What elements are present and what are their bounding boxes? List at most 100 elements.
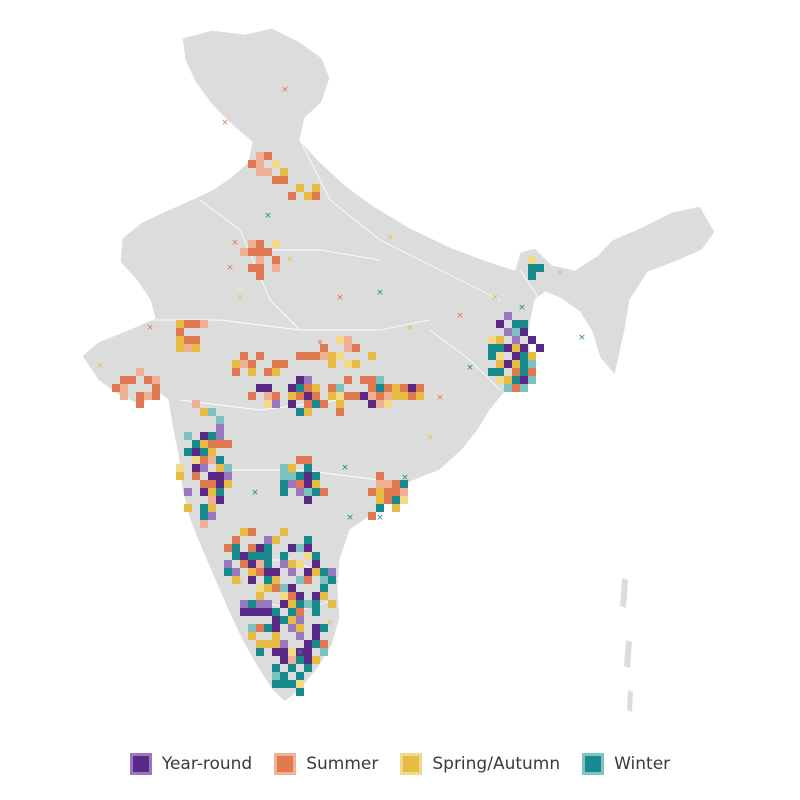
season-cell	[248, 608, 256, 616]
season-cell	[280, 616, 288, 624]
season-cell	[256, 240, 264, 248]
season-cell	[120, 392, 128, 400]
season-cell	[248, 624, 256, 632]
season-cell	[272, 624, 280, 632]
season-cell	[248, 360, 256, 368]
season-cell	[248, 160, 256, 168]
season-marker: ×	[326, 618, 334, 628]
season-cell	[272, 648, 280, 656]
season-cell	[496, 320, 504, 328]
season-cell	[296, 456, 304, 464]
season-cell	[200, 448, 208, 456]
season-cell	[416, 392, 424, 400]
season-cell	[176, 336, 184, 344]
season-cell	[328, 568, 336, 576]
season-cell	[376, 480, 384, 488]
season-cell	[200, 512, 208, 520]
season-cell	[256, 584, 264, 592]
season-marker: ×	[456, 311, 464, 321]
season-cell	[488, 352, 496, 360]
season-cell	[360, 376, 368, 384]
season-cell	[296, 672, 304, 680]
season-cell	[520, 368, 528, 376]
season-cell	[288, 544, 296, 552]
season-cell	[248, 632, 256, 640]
season-cell	[184, 504, 192, 512]
season-marker: ×	[251, 488, 259, 498]
season-cell	[216, 496, 224, 504]
season-cell	[520, 376, 528, 384]
season-cell	[248, 368, 256, 376]
season-cell	[296, 544, 304, 552]
season-cell	[232, 544, 240, 552]
season-cell	[328, 384, 336, 392]
season-cell	[192, 344, 200, 352]
season-cell	[184, 336, 192, 344]
season-cell	[264, 152, 272, 160]
season-marker: ×	[376, 288, 384, 298]
season-cell	[256, 168, 264, 176]
season-cell	[376, 496, 384, 504]
season-cell	[184, 488, 192, 496]
season-cell	[176, 472, 184, 480]
season-cell	[184, 448, 192, 456]
season-cell	[304, 376, 312, 384]
season-cell	[248, 240, 256, 248]
season-cell	[272, 664, 280, 672]
season-cell	[280, 472, 288, 480]
season-cell	[528, 352, 536, 360]
season-cell	[272, 672, 280, 680]
season-cell	[376, 504, 384, 512]
season-cell	[336, 352, 344, 360]
season-cell	[272, 608, 280, 616]
season-cell	[288, 464, 296, 472]
season-cell	[232, 552, 240, 560]
season-cell	[536, 344, 544, 352]
season-cell	[256, 248, 264, 256]
season-cell	[296, 624, 304, 632]
season-cell	[264, 608, 272, 616]
season-cell	[512, 360, 520, 368]
season-cell	[320, 344, 328, 352]
season-cell	[416, 384, 424, 392]
season-cell	[248, 248, 256, 256]
season-cell	[248, 600, 256, 608]
season-cell	[272, 256, 280, 264]
season-cell	[280, 488, 288, 496]
season-cell	[136, 368, 144, 376]
season-cell	[392, 384, 400, 392]
season-cell	[208, 488, 216, 496]
season-cell	[296, 592, 304, 600]
season-cell	[256, 352, 264, 360]
season-cell	[280, 360, 288, 368]
season-cell	[192, 472, 200, 480]
season-cell	[320, 400, 328, 408]
season-cell	[304, 496, 312, 504]
season-cell	[304, 384, 312, 392]
season-cell	[248, 528, 256, 536]
season-cell	[312, 552, 320, 560]
season-cell	[232, 568, 240, 576]
season-cell	[312, 632, 320, 640]
season-cell	[136, 400, 144, 408]
season-cell	[512, 384, 520, 392]
season-cell	[296, 408, 304, 416]
season-cell	[336, 408, 344, 416]
season-cell	[392, 496, 400, 504]
season-cell	[504, 376, 512, 384]
legend-item-year-round: Year-round	[129, 753, 252, 775]
season-cell	[232, 368, 240, 376]
season-cell	[216, 464, 224, 472]
season-cell	[176, 328, 184, 336]
season-cell	[256, 648, 264, 656]
season-cell	[256, 544, 264, 552]
season-cell	[528, 264, 536, 272]
season-cell	[304, 488, 312, 496]
season-cell	[304, 576, 312, 584]
season-cell	[408, 384, 416, 392]
season-cell	[280, 464, 288, 472]
season-cell	[520, 344, 528, 352]
season-cell	[304, 600, 312, 608]
summer-swatch	[274, 753, 297, 775]
season-cell	[264, 640, 272, 648]
